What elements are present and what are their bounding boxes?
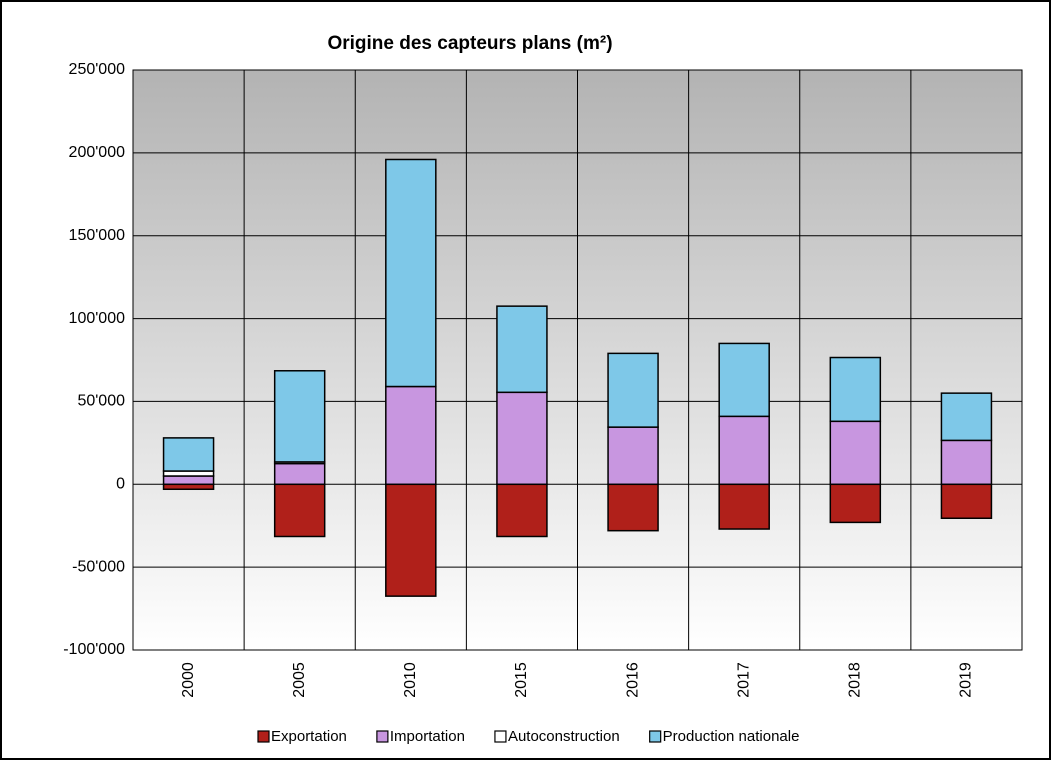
bar bbox=[385, 483, 437, 597]
x-tick-label: 2016 bbox=[624, 662, 641, 698]
bar bbox=[273, 483, 326, 538]
bar bbox=[162, 437, 215, 472]
bar bbox=[496, 305, 548, 394]
legend-label: Importation bbox=[390, 728, 465, 745]
bar bbox=[718, 415, 770, 486]
y-tick-label: 0 bbox=[116, 476, 125, 493]
bar bbox=[273, 370, 326, 463]
x-tick-label: 2010 bbox=[402, 662, 419, 698]
plot-border bbox=[132, 69, 1023, 651]
bar bbox=[385, 158, 437, 388]
bar bbox=[496, 483, 548, 538]
bar bbox=[385, 385, 437, 486]
x-tick-label: 2018 bbox=[847, 662, 864, 698]
y-tick-label: 250'000 bbox=[69, 61, 126, 78]
bar bbox=[607, 352, 659, 428]
x-tick-label: 2017 bbox=[735, 662, 752, 698]
y-tick-label: 200'000 bbox=[69, 144, 126, 161]
x-tick-label: 2019 bbox=[958, 662, 975, 698]
bar bbox=[607, 426, 659, 486]
y-tick-label: 100'000 bbox=[69, 310, 126, 327]
x-tick-label: 2015 bbox=[513, 662, 530, 698]
bar bbox=[940, 439, 993, 486]
legend-label: Production nationale bbox=[663, 728, 800, 745]
x-tick-label: 2000 bbox=[180, 662, 197, 698]
bar bbox=[273, 462, 326, 486]
legend-swatch bbox=[494, 730, 507, 743]
chart-title: Origine des capteurs plans (m²) bbox=[327, 33, 612, 54]
bar bbox=[829, 356, 882, 423]
bar bbox=[718, 342, 770, 418]
legend-label: Autoconstruction bbox=[508, 728, 620, 745]
bar bbox=[496, 391, 548, 486]
y-tick-label: -50'000 bbox=[72, 558, 125, 575]
x-tick-label: 2005 bbox=[291, 662, 308, 698]
y-tick-label: 50'000 bbox=[77, 393, 125, 410]
bar bbox=[940, 483, 993, 520]
bar bbox=[829, 420, 882, 486]
legend-swatch bbox=[376, 730, 389, 743]
legend-label: Exportation bbox=[271, 728, 347, 745]
legend-swatch bbox=[649, 730, 662, 743]
y-tick-label: 150'000 bbox=[69, 227, 126, 244]
y-tick-label: -100'000 bbox=[63, 641, 125, 658]
bar bbox=[162, 475, 215, 486]
bar bbox=[607, 483, 659, 532]
legend-swatch bbox=[257, 730, 270, 743]
bar bbox=[718, 483, 770, 530]
bar bbox=[829, 483, 882, 524]
bar bbox=[940, 392, 993, 442]
